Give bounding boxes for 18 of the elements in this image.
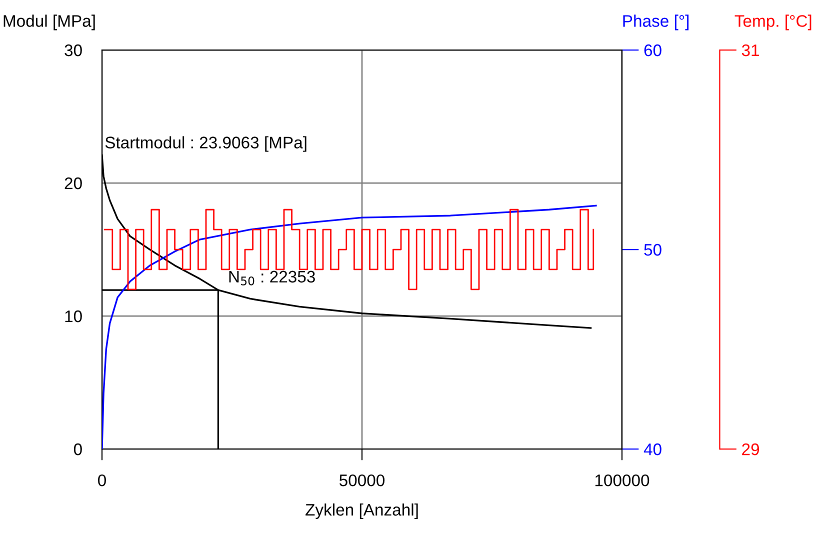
- y2-axis-title: Phase [°]: [623, 14, 689, 30]
- x-tick-label: 50000: [339, 474, 385, 486]
- annotation: N$_{50}$ : 22353: [229, 270, 315, 286]
- y-tick-label: 0: [74, 443, 82, 456]
- x-tick-label: 100000: [595, 474, 650, 486]
- y-tick-label: 30: [64, 44, 82, 56]
- y3-axis-title: Temp. [°C]: [734, 14, 812, 30]
- x-tick-label: 0: [98, 474, 106, 486]
- y2-tick-label: 40: [644, 443, 662, 456]
- y-tick-label: 10: [65, 310, 82, 322]
- y2-tick-label: 50: [644, 244, 662, 256]
- y3-tick-label: 29: [742, 443, 760, 456]
- x-axis-title: Zyklen [Anzahl]: [306, 503, 418, 519]
- y3-tick-label: 31: [742, 44, 759, 56]
- y2-tick-label: 60: [644, 44, 662, 56]
- y-tick-label: 20: [64, 177, 82, 190]
- annotation: Startmodul : 23.9063 [MPa]: [105, 136, 306, 152]
- y-axis-title: Modul [MPa]: [4, 14, 95, 30]
